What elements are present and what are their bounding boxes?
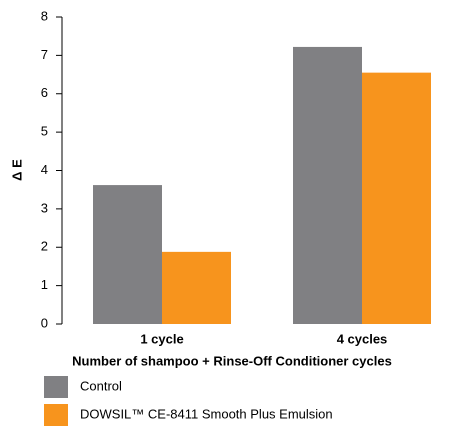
bar xyxy=(93,185,162,324)
y-tick-label: 5 xyxy=(41,124,48,139)
bar xyxy=(362,72,431,324)
legend-label: Control xyxy=(80,378,122,393)
legend-swatch xyxy=(44,376,68,398)
y-tick-label: 8 xyxy=(41,8,48,23)
y-tick-label: 4 xyxy=(41,162,48,177)
bar xyxy=(293,46,362,325)
x-axis-label: Number of shampoo + Rinse-Off Conditione… xyxy=(72,353,392,368)
legend-label: DOWSIL™ CE-8411 Smooth Plus Emulsion xyxy=(80,406,333,421)
y-tick-label: 1 xyxy=(41,277,48,292)
y-axis-label: Δ E xyxy=(9,159,24,181)
x-tick-label: 1 cycle xyxy=(140,331,183,346)
y-tick-label: 6 xyxy=(41,85,48,100)
y-tick-label: 0 xyxy=(41,315,48,330)
y-tick-label: 3 xyxy=(41,200,48,215)
bar xyxy=(162,251,231,324)
y-tick-label: 2 xyxy=(41,239,48,254)
legend-swatch xyxy=(44,404,68,426)
y-tick-label: 7 xyxy=(41,47,48,62)
x-tick-label: 4 cycles xyxy=(337,331,388,346)
